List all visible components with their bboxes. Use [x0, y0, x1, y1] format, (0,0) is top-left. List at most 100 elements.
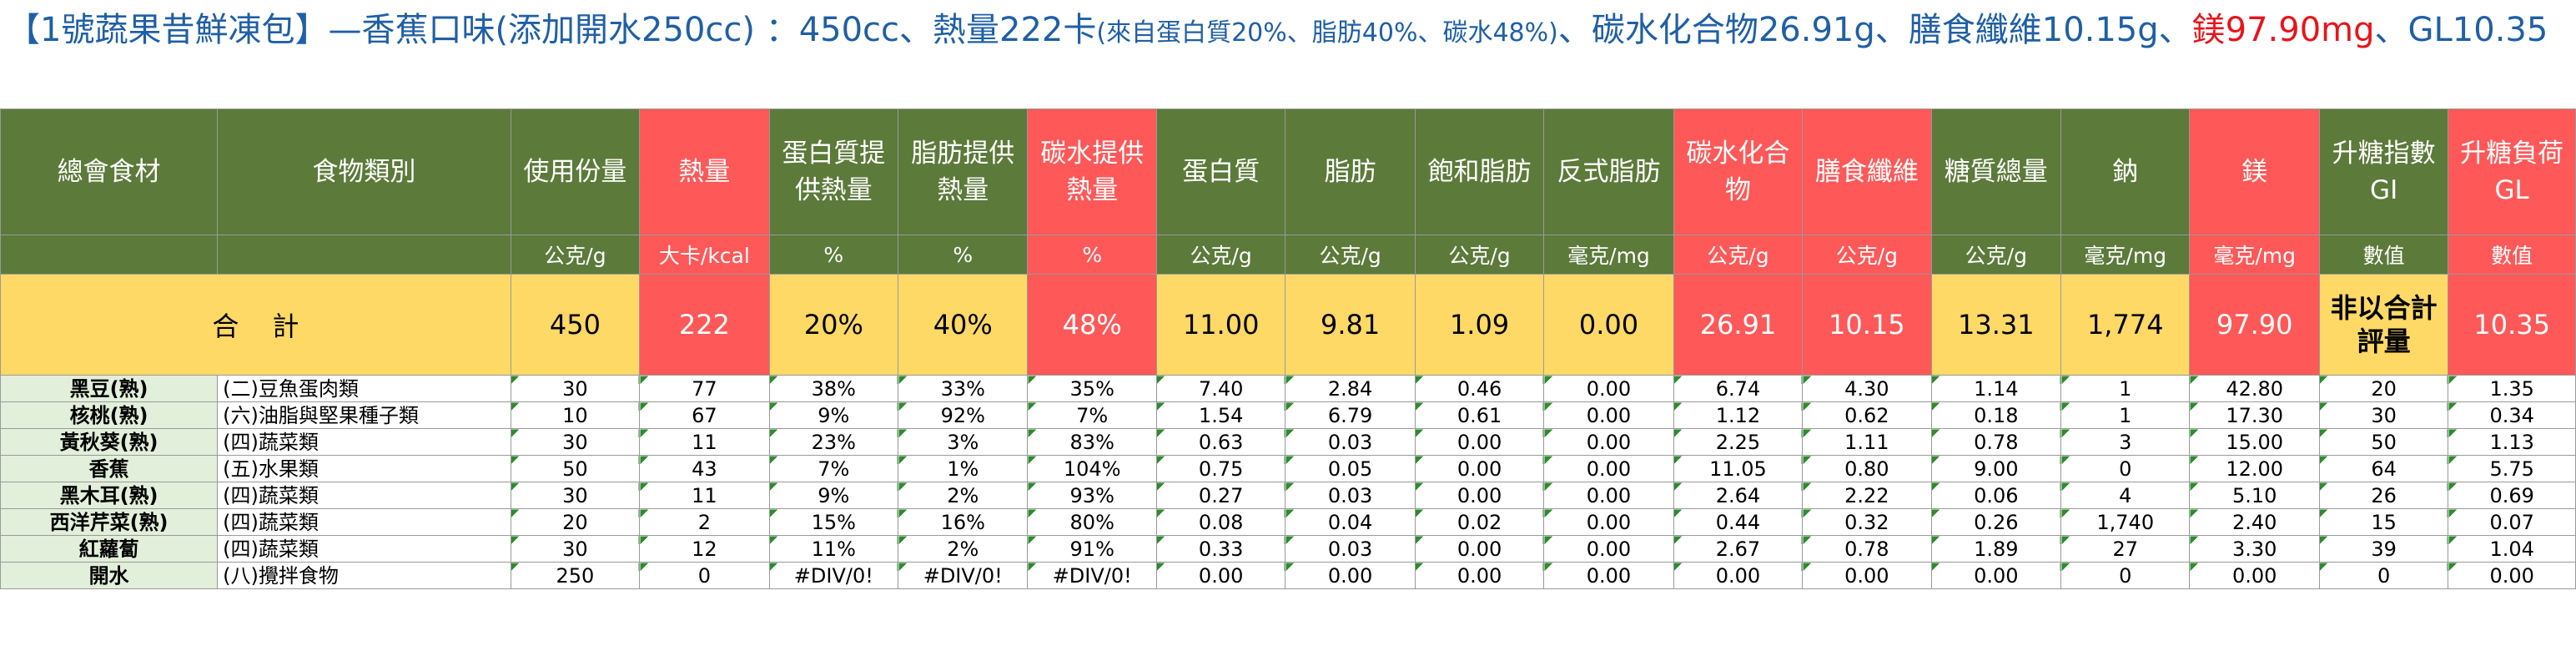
value-cell[interactable]: 0.02 [1414, 508, 1545, 536]
total-cell[interactable]: 10.35 [2448, 274, 2576, 376]
value-cell[interactable]: 10 [510, 401, 641, 429]
value-cell[interactable]: 0.33 [1155, 535, 1286, 563]
value-cell[interactable]: #DIV/0! [1027, 562, 1157, 589]
total-cell[interactable]: 10.15 [1802, 274, 1932, 376]
value-cell[interactable]: 0.27 [1155, 482, 1286, 509]
value-cell[interactable]: 1.54 [1155, 401, 1286, 429]
value-cell[interactable]: 0.46 [1414, 375, 1545, 402]
value-cell[interactable]: 33% [898, 375, 1029, 402]
value-cell[interactable]: 0.75 [1155, 455, 1286, 482]
value-cell[interactable]: 0.00 [1930, 562, 2062, 589]
total-cell[interactable]: 13.31 [1930, 274, 2062, 376]
value-cell[interactable]: 2.67 [1673, 535, 1804, 563]
total-cell[interactable]: 450 [510, 274, 641, 376]
value-cell[interactable]: 2.25 [1673, 428, 1804, 456]
column-unit[interactable]: 公克/g [1155, 235, 1286, 275]
value-cell[interactable]: 0.00 [1543, 535, 1674, 563]
value-cell[interactable]: 38% [768, 375, 899, 402]
column-header[interactable]: 糖質總量 [1930, 108, 2062, 235]
value-cell[interactable]: 9.00 [1930, 455, 2062, 482]
food-name-cell[interactable]: 紅蘿蔔 [0, 535, 219, 563]
value-cell[interactable]: 0.00 [1673, 562, 1804, 589]
value-cell[interactable]: 2.22 [1802, 482, 1932, 509]
value-cell[interactable]: 20 [510, 508, 641, 536]
column-header[interactable]: 鈉 [2060, 108, 2191, 235]
value-cell[interactable]: 91% [1027, 535, 1157, 563]
value-cell[interactable]: 11 [639, 482, 770, 509]
food-category-cell[interactable]: (四)蔬菜類 [217, 428, 511, 456]
value-cell[interactable]: 12 [639, 535, 770, 563]
value-cell[interactable]: 0.00 [1543, 482, 1674, 509]
value-cell[interactable]: 104% [1027, 455, 1157, 482]
value-cell[interactable]: 0.00 [1543, 375, 1674, 402]
food-name-cell[interactable]: 黃秋葵(熟) [0, 428, 219, 456]
value-cell[interactable]: 2% [898, 482, 1029, 509]
column-header[interactable]: 碳水提供熱量 [1027, 108, 1157, 235]
value-cell[interactable]: 6.79 [1285, 401, 1416, 429]
value-cell[interactable]: 2.64 [1673, 482, 1804, 509]
column-header[interactable]: 碳水化合物 [1673, 108, 1804, 235]
value-cell[interactable]: 1.89 [1930, 535, 2062, 563]
column-unit[interactable]: % [768, 235, 899, 275]
column-header[interactable]: 鎂 [2189, 108, 2320, 235]
column-unit[interactable]: % [898, 235, 1029, 275]
value-cell[interactable]: 3 [2060, 428, 2191, 456]
value-cell[interactable]: 15 [2318, 508, 2449, 536]
value-cell[interactable]: 0.05 [1285, 455, 1416, 482]
value-cell[interactable]: #DIV/0! [898, 562, 1029, 589]
food-category-cell[interactable]: (四)蔬菜類 [217, 482, 511, 509]
column-unit[interactable]: 公克/g [510, 235, 641, 275]
value-cell[interactable]: 1% [898, 455, 1029, 482]
column-header[interactable]: 蛋白質 [1155, 108, 1286, 235]
food-category-cell[interactable]: (二)豆魚蛋肉類 [217, 375, 511, 402]
value-cell[interactable]: 2.40 [2189, 508, 2320, 536]
value-cell[interactable]: 0.18 [1930, 401, 2062, 429]
total-cell[interactable]: 11.00 [1155, 274, 1286, 376]
value-cell[interactable]: 11% [768, 535, 899, 563]
column-unit[interactable]: 數值 [2448, 235, 2576, 275]
column-header[interactable]: 升糖指數GI [2318, 108, 2449, 235]
value-cell[interactable]: 2.84 [1285, 375, 1416, 402]
value-cell[interactable]: 0.00 [1802, 562, 1932, 589]
value-cell[interactable]: 0.34 [2448, 401, 2576, 429]
column-unit[interactable] [0, 235, 219, 275]
value-cell[interactable]: 0.61 [1414, 401, 1545, 429]
value-cell[interactable]: 0.08 [1155, 508, 1286, 536]
value-cell[interactable]: 0.03 [1285, 428, 1416, 456]
value-cell[interactable]: 5.75 [2448, 455, 2576, 482]
value-cell[interactable]: 1.14 [1930, 375, 2062, 402]
value-cell[interactable]: 1.35 [2448, 375, 2576, 402]
food-category-cell[interactable]: (六)油脂與堅果種子類 [217, 401, 511, 429]
value-cell[interactable]: 15.00 [2189, 428, 2320, 456]
value-cell[interactable]: 0.06 [1930, 482, 2062, 509]
total-cell[interactable]: 非以合計評量 [2318, 274, 2449, 376]
value-cell[interactable]: 250 [510, 562, 641, 589]
value-cell[interactable]: 7.40 [1155, 375, 1286, 402]
value-cell[interactable]: 0 [2060, 455, 2191, 482]
column-header[interactable]: 反式脂肪 [1543, 108, 1674, 235]
value-cell[interactable]: 93% [1027, 482, 1157, 509]
food-name-cell[interactable]: 西洋芹菜(熟) [0, 508, 219, 536]
value-cell[interactable]: 12.00 [2189, 455, 2320, 482]
total-cell[interactable]: 1.09 [1414, 274, 1545, 376]
column-unit[interactable]: 公克/g [1802, 235, 1932, 275]
value-cell[interactable]: 0.03 [1285, 535, 1416, 563]
column-header[interactable]: 總會食材 [0, 108, 219, 235]
value-cell[interactable]: 67 [639, 401, 770, 429]
value-cell[interactable]: 0.07 [2448, 508, 2576, 536]
value-cell[interactable]: 1.13 [2448, 428, 2576, 456]
value-cell[interactable]: 80% [1027, 508, 1157, 536]
column-header[interactable]: 熱量 [639, 108, 770, 235]
value-cell[interactable]: 4 [2060, 482, 2191, 509]
column-unit[interactable]: 大卡/kcal [639, 235, 770, 275]
column-header[interactable]: 蛋白質提供熱量 [768, 108, 899, 235]
value-cell[interactable]: 0.00 [1543, 401, 1674, 429]
value-cell[interactable]: 0 [639, 562, 770, 589]
food-name-cell[interactable]: 開水 [0, 562, 219, 589]
value-cell[interactable]: 3% [898, 428, 1029, 456]
value-cell[interactable]: 64 [2318, 455, 2449, 482]
food-category-cell[interactable]: (五)水果類 [217, 455, 511, 482]
column-unit[interactable]: 公克/g [1930, 235, 2062, 275]
value-cell[interactable]: 1.04 [2448, 535, 2576, 563]
total-cell[interactable]: 97.90 [2189, 274, 2320, 376]
